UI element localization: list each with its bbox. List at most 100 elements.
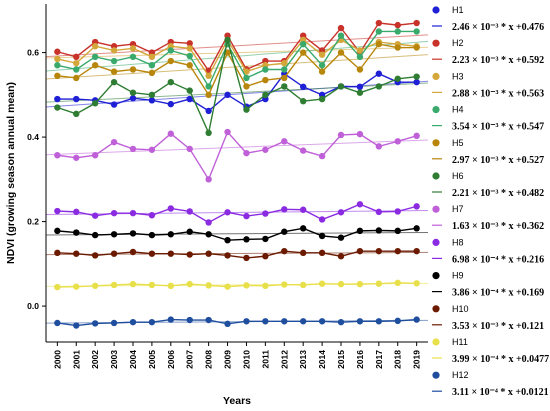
data-point xyxy=(110,281,118,289)
data-point xyxy=(243,212,250,220)
legend-equation: 3.99 × 10⁻⁴ * x +0.0477 xyxy=(452,354,549,365)
data-point xyxy=(91,320,99,327)
data-point xyxy=(262,253,269,260)
legend-series-name: H6 xyxy=(452,171,464,181)
data-point xyxy=(413,280,420,287)
x-tick-label: 2018 xyxy=(393,350,403,369)
data-point xyxy=(167,130,175,137)
data-point xyxy=(91,231,99,239)
data-point xyxy=(224,320,231,328)
data-point xyxy=(337,83,345,90)
data-point xyxy=(205,83,212,90)
data-point xyxy=(224,36,231,44)
data-point xyxy=(413,19,420,27)
data-point xyxy=(243,254,250,262)
data-point xyxy=(318,232,326,240)
axes xyxy=(45,4,428,343)
data-point xyxy=(413,28,420,35)
data-point xyxy=(318,216,326,223)
legend-series-name: H3 xyxy=(452,71,464,81)
x-tick-label: 2012 xyxy=(279,350,289,369)
data-point xyxy=(110,78,118,86)
data-point xyxy=(394,21,401,29)
data-point xyxy=(375,70,383,77)
data-point xyxy=(186,40,193,47)
series-h6 xyxy=(54,36,420,137)
data-point xyxy=(54,62,61,69)
x-tick-label: 2009 xyxy=(223,350,233,369)
data-point xyxy=(375,19,383,27)
trend-line-h5 xyxy=(45,54,429,80)
x-tick-label: 2003 xyxy=(109,350,119,369)
data-point xyxy=(205,316,212,324)
data-point xyxy=(148,146,156,153)
data-point xyxy=(110,231,118,238)
data-point xyxy=(73,154,80,161)
legend-equation: 2.88 × 10⁻³ * x +0.563 xyxy=(452,88,544,99)
legend-marker xyxy=(432,172,440,180)
data-point xyxy=(413,247,420,255)
data-point xyxy=(262,76,269,84)
data-point xyxy=(413,132,420,140)
data-point xyxy=(375,247,383,255)
x-tick-label: 2000 xyxy=(52,350,62,369)
data-point xyxy=(262,210,269,217)
data-point xyxy=(243,236,250,243)
legend-equation: 3.86 × 10⁻⁴ * x +0.169 xyxy=(452,288,544,299)
data-point xyxy=(262,282,269,290)
data-point xyxy=(299,249,307,257)
legend-series-name: H8 xyxy=(452,237,464,247)
legend-item-h11: H11 3.99 × 10⁻⁴ * x +0.0477 xyxy=(432,337,549,365)
data-point xyxy=(54,249,61,257)
data-point xyxy=(110,250,118,257)
legend-equation: 6.98 × 10⁻⁴ * x +0.216 xyxy=(452,254,544,265)
data-point xyxy=(243,68,250,75)
data-point xyxy=(186,316,193,324)
y-tick-label: 0.0 xyxy=(27,301,39,311)
legend-marker xyxy=(432,139,440,147)
series-line-h6 xyxy=(57,39,417,136)
series-line-h4 xyxy=(57,30,417,88)
x-axis-ticks: 2000 2001 2002 2003 2004 2005 2006 2007 2008 2009… xyxy=(52,342,422,369)
legend: H1 2.46 × 10⁻³ * x +0.476 H2 2.23 × 10⁻³ * … xyxy=(432,5,549,398)
legend-item-h7: H7 1.63 × 10⁻³ * x +0.362 xyxy=(432,204,544,232)
legend-equation: 3.54 × 10⁻³ * x +0.547 xyxy=(452,122,544,133)
data-point xyxy=(281,66,288,73)
data-point xyxy=(356,227,364,235)
data-point xyxy=(356,53,364,61)
data-point xyxy=(224,91,231,99)
data-point xyxy=(224,283,231,290)
legend-marker xyxy=(432,371,440,379)
legend-equation: 3.11 × 10⁻⁴ * x +0.0121 xyxy=(452,387,549,398)
data-point xyxy=(54,55,61,63)
data-point xyxy=(224,252,231,259)
data-point xyxy=(281,228,288,235)
legend-series-name: H10 xyxy=(452,304,469,314)
legend-marker xyxy=(432,205,440,213)
data-point xyxy=(394,28,401,35)
series-h7 xyxy=(54,128,420,183)
x-tick-label: 2015 xyxy=(336,350,346,369)
trend-line-h7 xyxy=(45,139,429,156)
data-point xyxy=(129,89,137,96)
data-point xyxy=(73,208,80,216)
x-tick-label: 2007 xyxy=(185,350,195,369)
trend-line-h1 xyxy=(45,80,429,108)
data-point xyxy=(205,231,212,238)
data-point xyxy=(337,253,345,260)
data-point xyxy=(73,322,80,329)
data-point xyxy=(318,62,326,69)
data-point xyxy=(299,225,307,232)
x-tick-label: 2014 xyxy=(317,350,327,369)
data-point xyxy=(299,83,307,91)
data-point xyxy=(281,83,288,90)
data-point xyxy=(281,281,288,288)
data-point xyxy=(337,24,345,32)
data-point xyxy=(356,280,364,288)
data-point xyxy=(205,250,212,257)
data-point xyxy=(148,281,156,289)
data-point xyxy=(54,72,61,80)
x-tick-label: 2016 xyxy=(355,350,365,369)
data-point xyxy=(205,219,212,226)
